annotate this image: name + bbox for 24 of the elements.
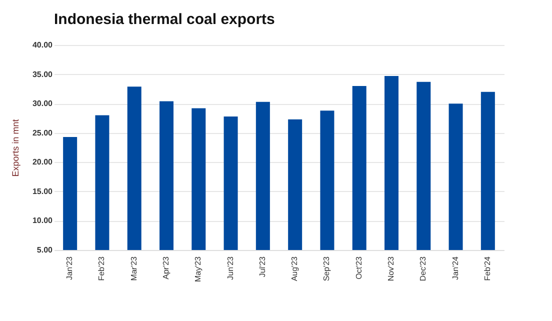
x-tick-label: Aug'23 (290, 256, 300, 282)
x-tick-label: Jul'23 (258, 256, 267, 278)
y-tick-label: 30.00 (32, 99, 54, 108)
x-tick-label: Feb'23 (97, 256, 106, 281)
x-tick-label: May'23 (194, 256, 203, 282)
y-tick-label: 5.00 (36, 246, 54, 254)
y-tick-label: 25.00 (32, 128, 54, 138)
y-axis-title: Exports in mnt (10, 118, 20, 177)
x-tick-label: Sep'23 (322, 256, 332, 282)
x-tick-label: Jan'23 (65, 256, 74, 280)
y-tick-label: 40.00 (32, 40, 54, 50)
x-tick-label: Jun'23 (226, 256, 235, 280)
y-tick-label: 35.00 (32, 70, 54, 79)
x-tick-label: Oct'23 (354, 256, 364, 280)
x-tick-label: Apr'23 (162, 256, 170, 280)
y-tick-label: 20.00 (32, 158, 54, 167)
y-tick-label: 10.00 (32, 216, 54, 226)
x-tick-label: Feb'24 (482, 256, 492, 281)
x-tick-label: Jan'24 (450, 256, 460, 280)
y-tick-label: 15.00 (32, 186, 54, 196)
x-tick-label: Nov'23 (386, 256, 396, 282)
x-tick-label: Dec'23 (418, 256, 428, 282)
chart-title: Indonesia thermal coal exports (54, 11, 275, 28)
x-tick-label: Mar'23 (129, 256, 138, 281)
